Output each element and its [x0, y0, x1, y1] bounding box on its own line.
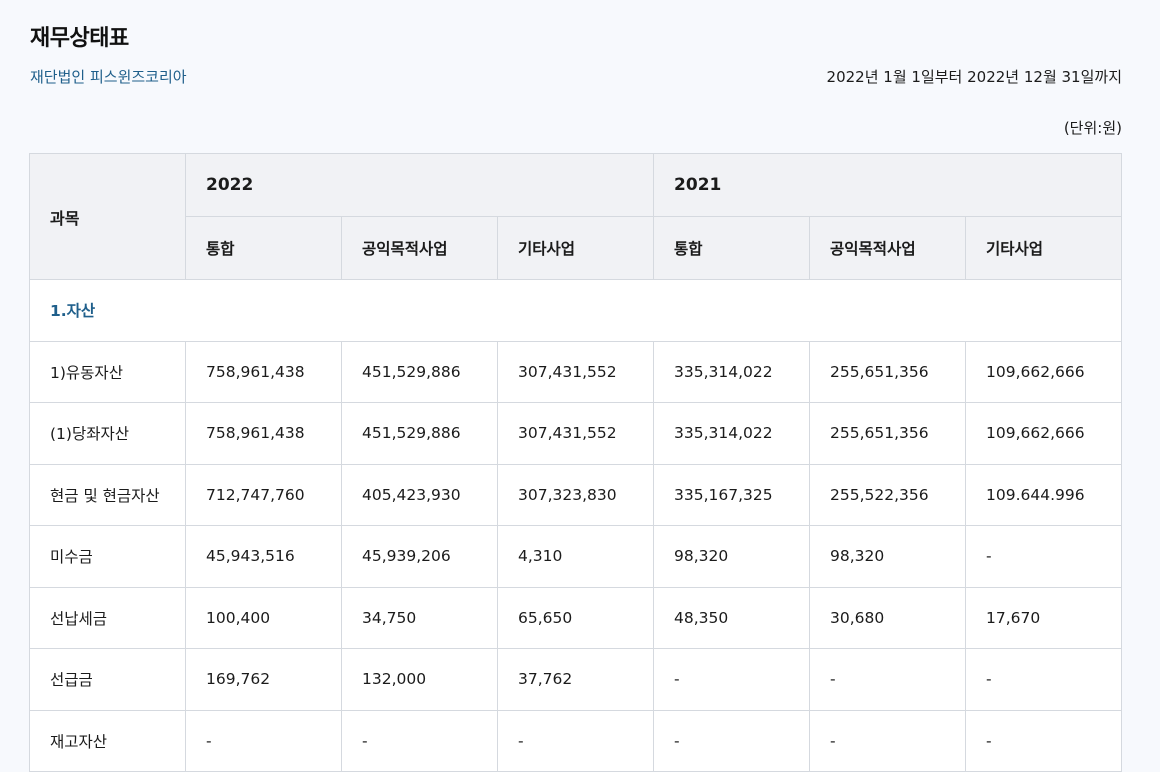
table-row: 선급금 169,762 132,000 37,762 - - - [29, 648, 1123, 711]
cell-value: 65,650 [496, 586, 655, 649]
subheader-combined-2022: 통합 [185, 216, 342, 280]
cell-value: 17,670 [965, 586, 1123, 649]
cell-value: 37,762 [496, 648, 655, 711]
row-label: 재고자산 [29, 709, 186, 772]
cell-value: 335,167,325 [653, 463, 811, 526]
header-row-categories: 통합 공익목적사업 기타사업 통합 공익목적사업 기타사업 [30, 216, 1123, 280]
cell-value: - [653, 709, 811, 772]
row-label: 1)유동자산 [29, 340, 186, 403]
subheader-combined-2021: 통합 [653, 216, 811, 280]
cell-value: 109.644.996 [965, 463, 1123, 526]
table-header: 과목 2022 2021 통합 공익목적사업 기타사업 통합 공익목적사업 기타… [29, 153, 1123, 280]
page-title: 재무상태표 [30, 26, 129, 51]
table-row: 미수금 45,943,516 45,939,206 4,310 98,320 9… [29, 525, 1123, 588]
fiscal-period: 2022년 1월 1일부터 2022년 12월 31일까지 [826, 68, 1122, 86]
cell-value: - [653, 648, 811, 711]
cell-value: 307,431,552 [496, 402, 655, 465]
cell-value: 100,400 [185, 586, 342, 649]
currency-unit: (단위:원) [1063, 119, 1122, 137]
cell-value: 109,662,666 [965, 402, 1123, 465]
cell-value: 335,314,022 [653, 340, 811, 403]
cell-value: 34,750 [341, 586, 498, 649]
cell-value: 758,961,438 [185, 340, 342, 403]
cell-value: 451,529,886 [341, 402, 498, 465]
cell-value: 255,651,356 [809, 340, 967, 403]
subject-header: 과목 [29, 153, 186, 280]
cell-value: 758,961,438 [185, 402, 342, 465]
cell-value: 48,350 [653, 586, 811, 649]
cell-value: - [496, 709, 655, 772]
row-label: 미수금 [29, 525, 186, 588]
table-row: 재고자산 - - - - - - [29, 709, 1123, 772]
cell-value: 169,762 [185, 648, 342, 711]
cell-value: 451,529,886 [341, 340, 498, 403]
cell-value: - [965, 709, 1123, 772]
section-row-assets: 1.자산 [28, 279, 1123, 342]
cell-value: 45,939,206 [341, 525, 498, 588]
organization-name: 재단법인 피스윈즈코리아 [30, 68, 187, 86]
subheader-public-interest-2022: 공익목적사업 [341, 216, 498, 280]
cell-value: - [809, 709, 967, 772]
cell-value: 307,323,830 [496, 463, 655, 526]
cell-value: 98,320 [809, 525, 967, 588]
table-row: 선납세금 100,400 34,750 65,650 48,350 30,680… [29, 586, 1123, 649]
table-row: 현금 및 현금자산 712,747,760 405,423,930 307,32… [29, 463, 1123, 526]
cell-value: 255,522,356 [809, 463, 967, 526]
row-label: 현금 및 현금자산 [29, 463, 186, 526]
cell-value: 30,680 [809, 586, 967, 649]
row-label: (1)당좌자산 [29, 402, 186, 465]
cell-value: 4,310 [496, 525, 655, 588]
cell-value: 45,943,516 [185, 525, 342, 588]
cell-value: 335,314,022 [653, 402, 811, 465]
cell-value: - [809, 648, 967, 711]
table-row: (1)당좌자산 758,961,438 451,529,886 307,431,… [29, 402, 1123, 465]
row-label: 선급금 [29, 648, 186, 711]
cell-value: - [185, 709, 342, 772]
cell-value: - [965, 648, 1123, 711]
subheader-public-interest-2021: 공익목적사업 [809, 216, 967, 280]
cell-value: 132,000 [341, 648, 498, 711]
table-body: 1.자산 1)유동자산 758,961,438 451,529,886 307,… [28, 279, 1123, 772]
cell-value: 109,662,666 [965, 340, 1123, 403]
cell-value: - [965, 525, 1123, 588]
balance-sheet-table: 과목 2022 2021 통합 공익목적사업 기타사업 통합 공익목적사업 기타… [28, 153, 1123, 772]
table-row: 1)유동자산 758,961,438 451,529,886 307,431,5… [29, 340, 1123, 403]
year-header-2022: 2022 [184, 153, 655, 217]
subheader-other-2022: 기타사업 [496, 216, 655, 280]
year-header-2021: 2021 [653, 153, 1123, 217]
section-label: 1.자산 [28, 279, 1123, 342]
cell-value: 405,423,930 [341, 463, 498, 526]
cell-value: 98,320 [653, 525, 811, 588]
row-label: 선납세금 [29, 586, 186, 649]
cell-value: - [341, 709, 498, 772]
subheader-other-2021: 기타사업 [965, 216, 1123, 280]
cell-value: 307,431,552 [496, 340, 655, 403]
header-row-years: 과목 2022 2021 [29, 153, 1123, 280]
cell-value: 712,747,760 [185, 463, 342, 526]
cell-value: 255,651,356 [809, 402, 967, 465]
